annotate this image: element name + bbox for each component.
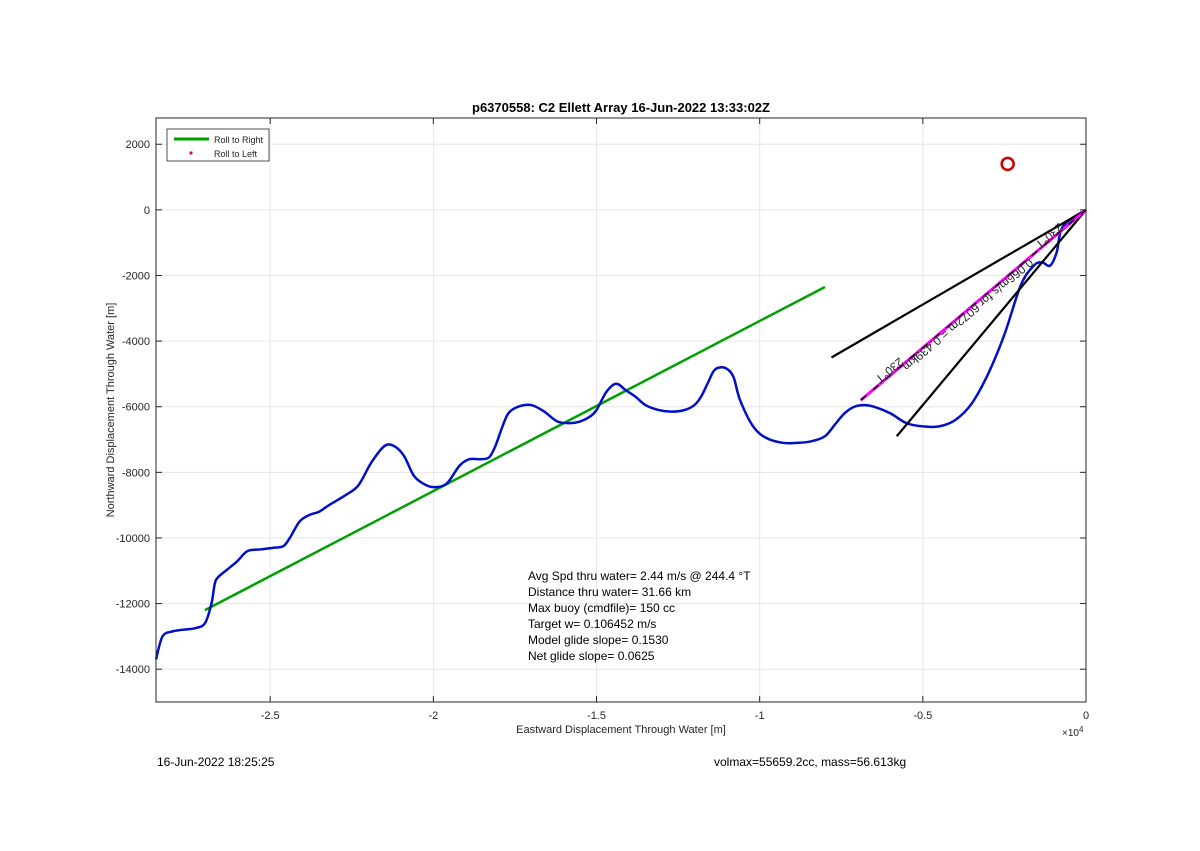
direction-line bbox=[895, 209, 1087, 437]
roll-right-line bbox=[204, 285, 826, 612]
y-tick-label: -6000 bbox=[122, 402, 150, 414]
x-tick-label: -0.5 bbox=[913, 710, 932, 722]
axes-box bbox=[155, 117, 1087, 703]
y-tick-label: -12000 bbox=[116, 599, 150, 611]
x-tick-label: -1 bbox=[755, 710, 765, 722]
y-tick-label: -10000 bbox=[116, 533, 150, 545]
y-tick-label: -8000 bbox=[122, 467, 150, 479]
annotation-block: Avg Spd thru water= 2.44 m/s @ 244.4 °T D… bbox=[528, 569, 751, 663]
annotation-line: Net glide slope= 0.0625 bbox=[528, 649, 655, 663]
target-marker bbox=[1000, 156, 1015, 172]
y-tick-label: -2000 bbox=[122, 270, 150, 282]
tick-marks: -2.5 -2 -1.5 -1 -0.5 0 2000 0 -2000 -4000 -6000 -80… bbox=[116, 118, 1089, 722]
footer-timestamp: 16-Jun-2022 18:25:25 bbox=[157, 755, 275, 769]
y-axis-label: Northward Displacement Through Water [m] bbox=[105, 303, 117, 518]
y-tick-label: 2000 bbox=[126, 139, 150, 151]
annotation-line: Avg Spd thru water= 2.44 m/s @ 244.4 °T bbox=[528, 569, 751, 583]
legend-swatch-roll-left bbox=[189, 151, 193, 155]
line-label: 230°T bbox=[872, 355, 906, 387]
legend-label-roll-right: Roll to Right bbox=[214, 135, 264, 145]
y-tick-label: -14000 bbox=[116, 664, 150, 676]
current-line-dash bbox=[860, 209, 1087, 401]
line-label: 0.066m/s for 6072m = 0.439km bbox=[900, 256, 1036, 374]
annotation-line: Target w= 0.106452 m/s bbox=[528, 617, 656, 631]
annotation-line: Distance thru water= 31.66 km bbox=[528, 585, 691, 599]
direction-line bbox=[830, 208, 1087, 359]
x-tick-label: 0 bbox=[1083, 710, 1089, 722]
x-axis-multiplier-base: ×10 bbox=[1062, 728, 1079, 739]
x-axis-label: Eastward Displacement Through Water [m] bbox=[516, 724, 726, 736]
y-tick-label: 0 bbox=[144, 205, 150, 217]
y-tick-label: -4000 bbox=[122, 336, 150, 348]
x-axis-multiplier-exp: 4 bbox=[1079, 725, 1084, 734]
footer-info: volmax=55659.2cc, mass=56.613kg bbox=[714, 755, 907, 769]
legend-box bbox=[166, 128, 270, 162]
legend-label-roll-left: Roll to Left bbox=[214, 149, 258, 159]
annotation-line: Max buoy (cmdfile)= 150 cc bbox=[528, 601, 675, 615]
x-tick-label: -2 bbox=[428, 710, 438, 722]
x-tick-label: -2.5 bbox=[261, 710, 280, 722]
x-axis-multiplier: ×104 bbox=[1062, 725, 1084, 739]
track-line bbox=[154, 208, 1087, 660]
chart-title: p6370558: C2 Ellett Array 16-Jun-2022 13… bbox=[472, 100, 770, 115]
legend: Roll to Right Roll to Left bbox=[166, 128, 270, 162]
x-tick-label: -1.5 bbox=[587, 710, 606, 722]
line-label: 230°T bbox=[1032, 220, 1066, 252]
annotation-line: Model glide slope= 0.1530 bbox=[528, 633, 669, 647]
